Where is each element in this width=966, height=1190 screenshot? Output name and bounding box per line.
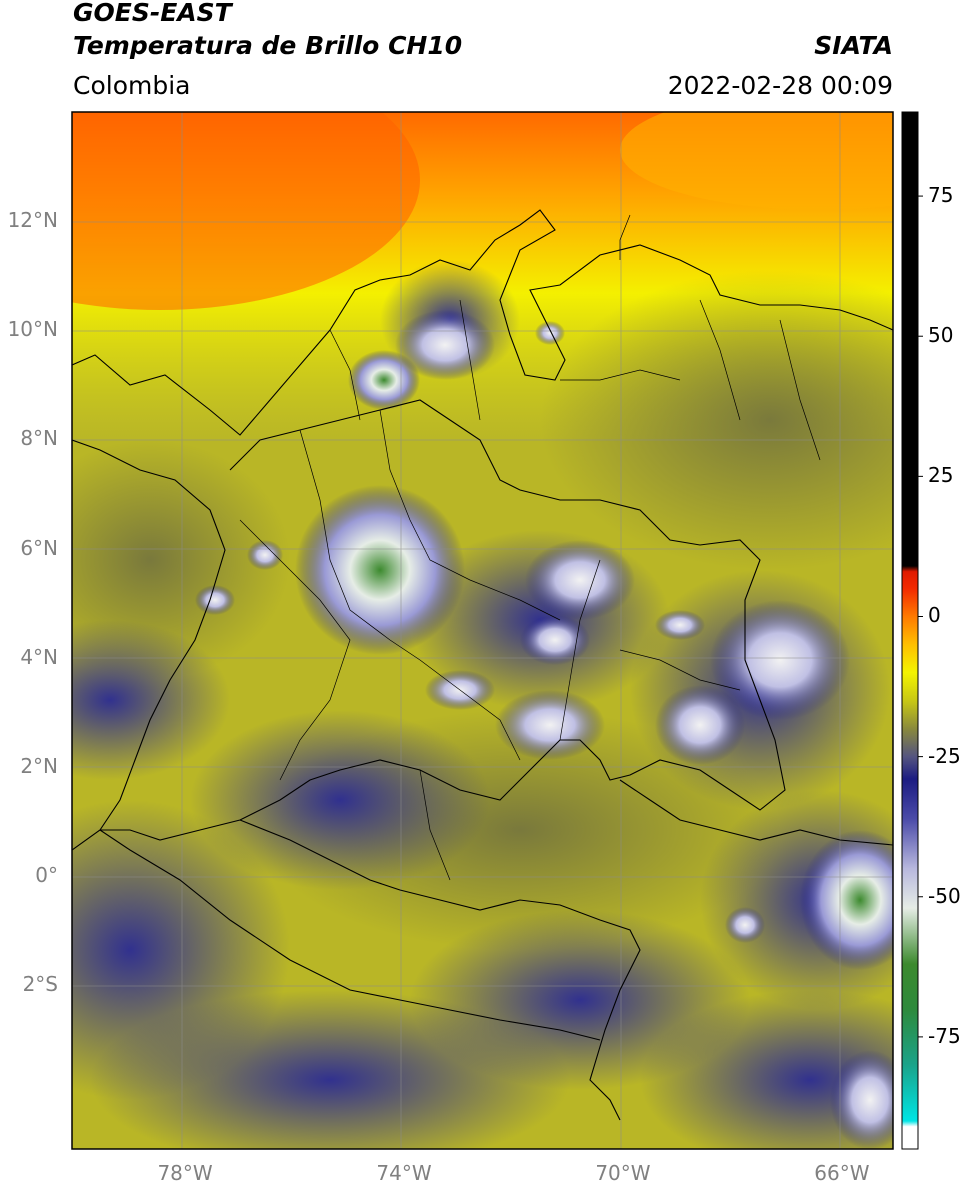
- boundaries: [72, 209, 893, 1121]
- lat-tick-label: 6°N: [20, 535, 58, 560]
- colorbar-tick-label: -50: [928, 883, 961, 908]
- colombia-peru-border: [239, 819, 641, 1121]
- ecuador-border: [99, 829, 601, 1041]
- lat-tick-label: 10°N: [7, 317, 58, 342]
- colorbar-tick-label: -25: [928, 743, 961, 768]
- lon-tick-label: 70°W: [595, 1161, 651, 1185]
- satellite-image: [72, 112, 893, 1149]
- lat-tick-label: 12°N: [7, 208, 58, 233]
- lat-tick-label: 0°: [35, 863, 58, 888]
- colorbar: [901, 111, 923, 1150]
- agency-label: SIATA: [814, 31, 893, 60]
- colorbar-tick-label: -75: [928, 1023, 961, 1048]
- lat-tick-label: 8°N: [20, 426, 58, 451]
- internal-departments: [239, 299, 741, 881]
- pacific-coastline: [72, 439, 226, 851]
- colorbar-tick-label: 75: [928, 183, 954, 208]
- caribbean-coastline: [72, 209, 893, 436]
- colorbar-tick-label: 50: [928, 323, 954, 348]
- lon-tick-label: 74°W: [376, 1161, 432, 1185]
- colorbar-tick-label: 25: [928, 463, 954, 488]
- satellite-title: GOES-EAST: [73, 0, 232, 27]
- lon-tick-label: 66°W: [814, 1161, 870, 1185]
- gridlines: [72, 112, 893, 1149]
- colorbar-tick-label: 0: [928, 603, 941, 628]
- product-title: Temperatura de Brillo CH10: [73, 31, 463, 60]
- lat-tick-label: 2°N: [20, 753, 58, 778]
- lat-tick-label: 4°N: [20, 644, 58, 669]
- venezuela-brazil-border: [619, 779, 893, 846]
- colombia-border: [100, 399, 786, 841]
- timestamp-label: 2022-02-28 00:09: [667, 71, 893, 100]
- venezuela-states: [560, 214, 821, 461]
- lat-tick-label: 2°S: [22, 972, 58, 997]
- colorbar-tick-marks: [918, 195, 923, 1038]
- lon-tick-label: 78°W: [157, 1161, 213, 1185]
- region-label: Colombia: [73, 71, 191, 100]
- map-frame: [71, 111, 894, 1150]
